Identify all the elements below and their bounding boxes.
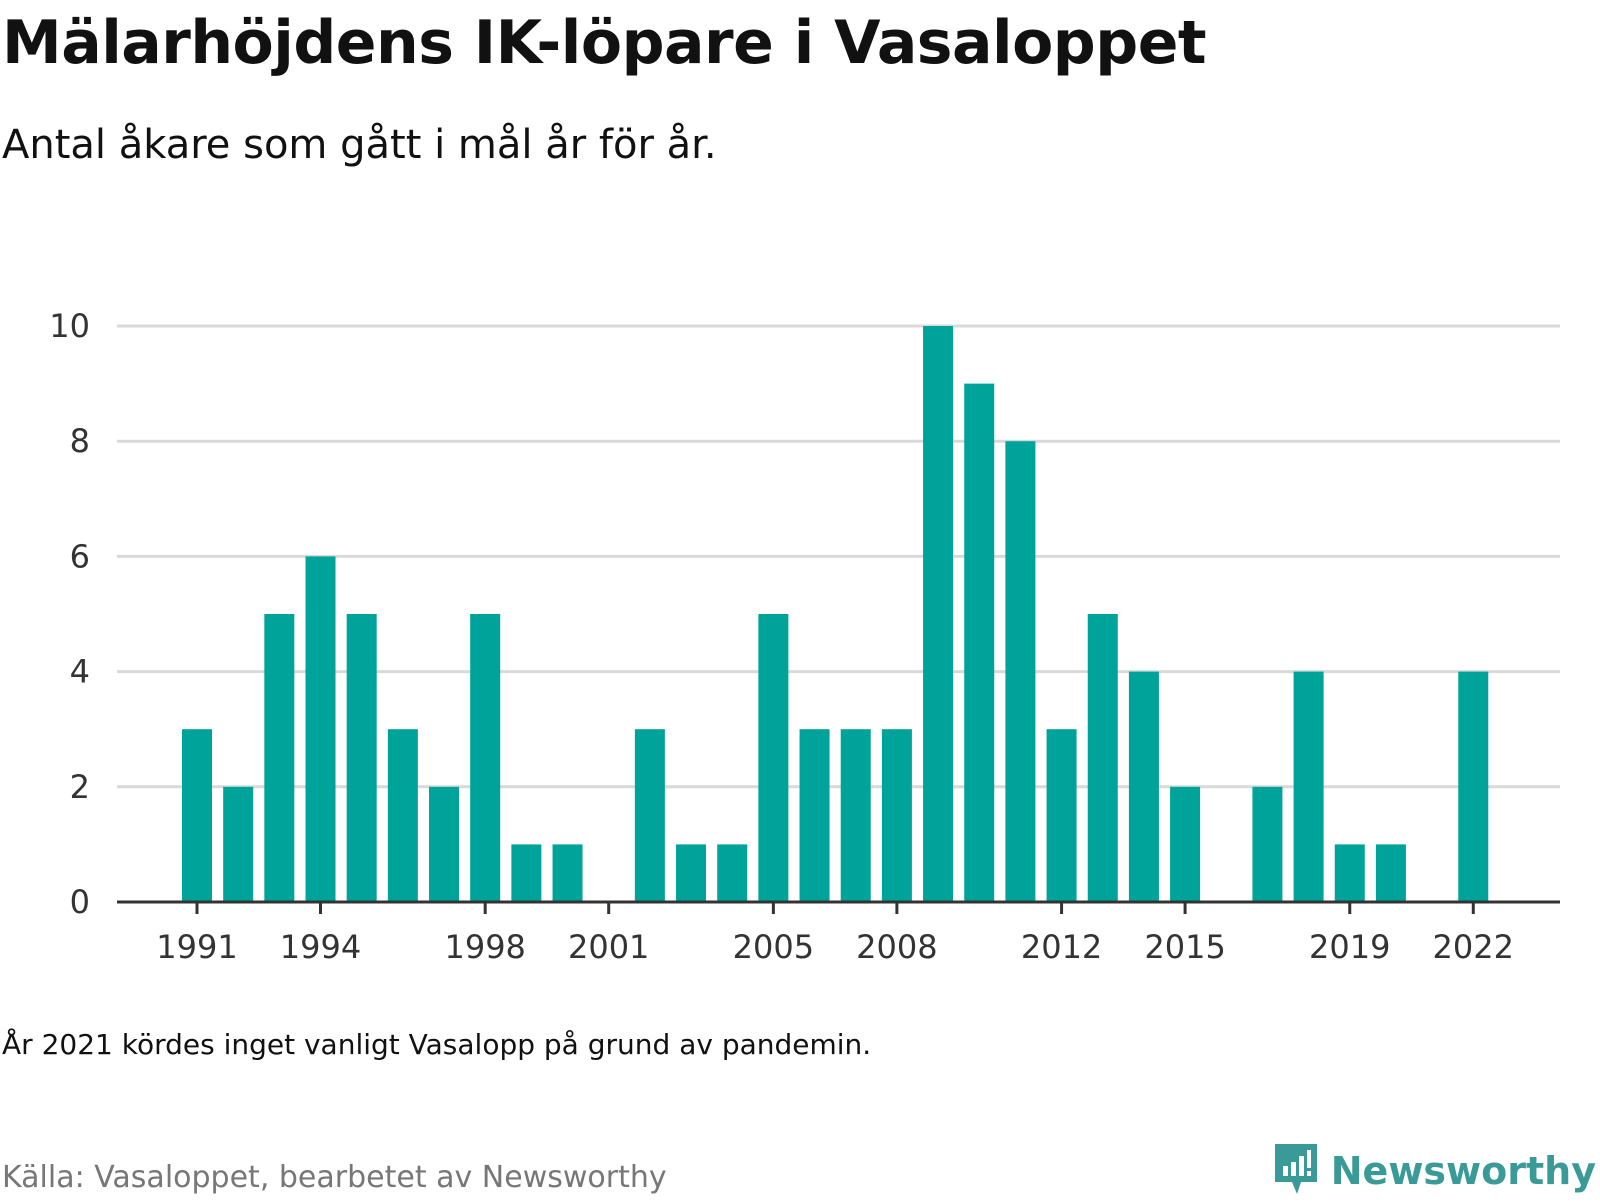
bar: [223, 786, 254, 902]
x-tick-label: 1991: [156, 928, 237, 966]
x-tick-label: 1994: [280, 928, 361, 966]
bar: [758, 614, 789, 902]
bar: [1458, 671, 1489, 902]
bar: [305, 556, 336, 902]
bar: [1128, 671, 1159, 902]
bar: [1087, 614, 1118, 902]
y-tick-label: 6: [70, 537, 90, 575]
bar: [1005, 441, 1036, 902]
bar: [634, 729, 665, 902]
x-tick-label: 1998: [444, 928, 525, 966]
newsworthy-logo-icon: [1271, 1140, 1321, 1202]
brand-logo: Newsworthy: [1271, 1140, 1596, 1202]
y-tick-label: 10: [49, 307, 90, 345]
bar: [1046, 729, 1077, 902]
y-axis-ticks: 0 2 4 6 8 10: [49, 307, 90, 921]
bar: [923, 326, 954, 902]
x-tick-label: 2019: [1309, 928, 1390, 966]
footnote: År 2021 kördes inget vanligt Vasalopp på…: [2, 1028, 872, 1061]
bar: [552, 844, 583, 902]
bar: [264, 614, 295, 902]
x-tick-label: 2012: [1021, 928, 1102, 966]
bars: [182, 326, 1489, 903]
y-tick-label: 8: [70, 422, 90, 460]
x-tick-label: 2022: [1433, 928, 1514, 966]
bar: [1334, 844, 1365, 902]
bar: [182, 729, 212, 902]
chart-title: Mälarhöjdens IK-löpare i Vasaloppet: [2, 8, 1207, 78]
bar: [346, 614, 377, 902]
brand-name: Newsworthy: [1330, 1149, 1596, 1193]
bar: [511, 844, 542, 902]
x-axis-ticks: 1991 1994 1998 2001 2005 2008 2012 2015 2019 2022: [156, 902, 1514, 966]
y-tick-label: 2: [70, 768, 90, 806]
bar: [1293, 671, 1324, 902]
bar: [470, 614, 501, 902]
bar-chart: 0 2 4 6 8 10 1991 1994 1998 2001 2005 2008 2012 2015…: [49, 307, 1560, 966]
bar: [964, 383, 995, 903]
bar: [840, 729, 871, 902]
source-text: Källa: Vasaloppet, bearbetet av Newswort…: [2, 1160, 667, 1195]
chart-subtitle: Antal åkare som gått i mål år för år.: [2, 122, 717, 168]
bar: [676, 844, 707, 902]
x-tick-label: 2015: [1144, 928, 1225, 966]
x-tick-label: 2001: [568, 928, 649, 966]
x-tick-label: 2008: [856, 928, 937, 966]
y-tick-label: 4: [70, 653, 90, 691]
bar: [881, 729, 912, 902]
bar: [1170, 786, 1201, 902]
x-tick-label: 2005: [733, 928, 814, 966]
bar: [429, 786, 460, 902]
bar: [717, 844, 748, 902]
bar: [387, 729, 418, 902]
bar: [1375, 844, 1406, 902]
bar: [1252, 786, 1283, 902]
bar: [799, 729, 830, 902]
y-tick-label: 0: [70, 883, 90, 921]
